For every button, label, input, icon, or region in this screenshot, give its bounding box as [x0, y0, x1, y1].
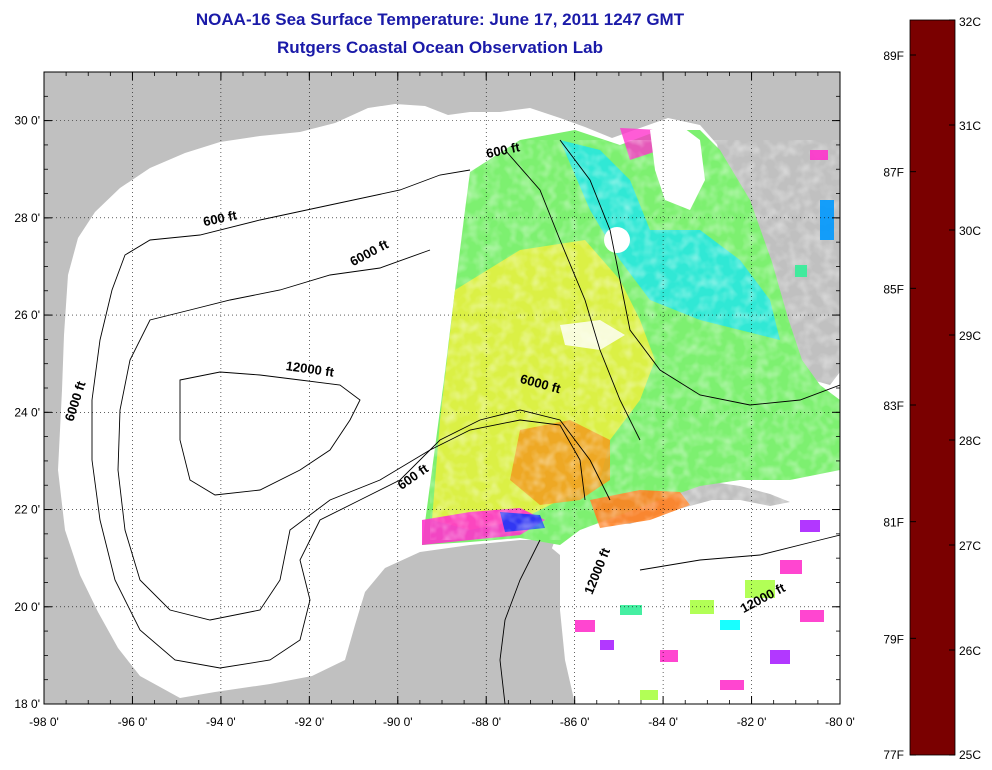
contour-6000ft — [117, 249, 586, 621]
colorbar-label-c: 29C — [959, 329, 981, 343]
colorbar-label-c: 26C — [959, 644, 981, 658]
lat-tick-label: 22 0' — [14, 503, 40, 517]
map-axes: -98 0' -96 0' -94 0' -92 0' -90 0' -88 0' -86 … — [14, 71, 855, 729]
lon-tick-label: -90 0' — [383, 715, 413, 729]
lon-tick-label: -96 0' — [118, 715, 148, 729]
colorbar-gradient — [909, 19, 956, 756]
contour-shelf-east — [559, 139, 840, 406]
yucatan-land — [420, 545, 575, 704]
contour-label: 600 ft — [202, 207, 239, 229]
contour-yucatan — [499, 539, 541, 704]
graticule — [44, 72, 840, 704]
contour-label: 12000 ft — [285, 358, 336, 380]
sst-speckles-caribbean — [575, 150, 834, 700]
colorbar: 32C 31C 30C 29C 28C 27C 26C 25C 89F 87F 85F 83F 81F 7… — [883, 15, 981, 762]
colorbar-label-f: 81F — [883, 516, 904, 530]
colorbar-label-f: 89F — [883, 49, 904, 63]
colorbar-label-f: 83F — [883, 399, 904, 413]
lon-tick-label: -80 0' — [825, 715, 855, 729]
contour-slope-east — [504, 149, 641, 441]
colorbar-label-f: 87F — [883, 166, 904, 180]
colorbar-labels: 32C 31C 30C 29C 28C 27C 26C 25C 89F 87F 85F 83F 81F 7… — [883, 15, 981, 762]
contour-label: 600 ft — [485, 139, 522, 161]
colorbar-label-c: 32C — [959, 15, 981, 29]
contour-600ft — [91, 169, 611, 669]
colorbar-label-c: 25C — [959, 748, 981, 762]
colorbar-label-f: 85F — [883, 282, 904, 296]
lat-tick-label: 30 0' — [14, 114, 40, 128]
bathymetry-contours — [91, 139, 840, 704]
lat-tick-label: 18 0' — [14, 697, 40, 711]
lon-tick-label: -84 0' — [648, 715, 678, 729]
lon-tick-label: -94 0' — [206, 715, 236, 729]
lon-tick-label: -82 0' — [737, 715, 767, 729]
colorbar-label-c: 30C — [959, 224, 981, 238]
lat-tick-label: 28 0' — [14, 211, 40, 225]
colorbar-label-c: 28C — [959, 434, 981, 448]
lat-tick-label: 20 0' — [14, 600, 40, 614]
colorbar-label-c: 27C — [959, 539, 981, 553]
sst-swath — [422, 125, 840, 545]
lon-tick-label: -88 0' — [471, 715, 501, 729]
colorbar-label-c: 31C — [959, 119, 981, 133]
lon-tick-label: -98 0' — [29, 715, 59, 729]
map-subtitle: Rutgers Coastal Ocean Observation Lab — [277, 38, 603, 57]
lon-tick-label: -86 0' — [560, 715, 590, 729]
lat-tick-label: 26 0' — [14, 308, 40, 322]
lat-tick-label: 24 0' — [14, 405, 40, 419]
colorbar-label-f: 77F — [883, 748, 904, 762]
contour-12000ft — [179, 371, 361, 496]
colorbar-label-f: 79F — [883, 632, 904, 646]
contour-caribbean — [639, 534, 840, 571]
lon-tick-label: -92 0' — [295, 715, 325, 729]
map-title: NOAA-16 Sea Surface Temperature: June 17… — [195, 10, 685, 29]
